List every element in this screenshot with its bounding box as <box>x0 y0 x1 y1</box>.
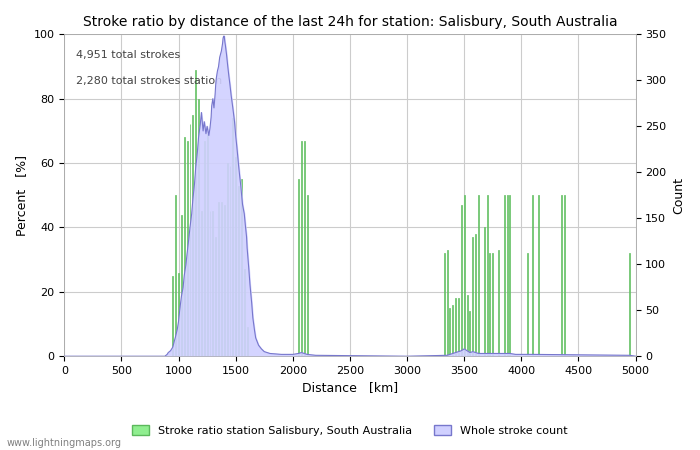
Bar <box>209 212 211 356</box>
Bar <box>175 195 176 356</box>
Bar <box>235 157 236 356</box>
Bar <box>218 202 219 356</box>
Bar <box>206 134 208 356</box>
Bar <box>486 195 487 356</box>
Bar <box>629 253 630 356</box>
Bar <box>195 70 196 356</box>
Bar <box>467 295 468 356</box>
Bar <box>507 195 508 356</box>
Text: 4,951 total strokes: 4,951 total strokes <box>76 50 180 60</box>
Bar <box>181 215 182 356</box>
Bar <box>238 185 239 356</box>
Y-axis label: Percent   [%]: Percent [%] <box>15 155 28 236</box>
Bar <box>458 298 459 356</box>
Bar <box>172 276 174 356</box>
Bar <box>455 298 456 356</box>
Bar <box>215 237 216 356</box>
Bar <box>212 212 214 356</box>
Bar <box>227 163 228 356</box>
Title: Stroke ratio by distance of the last 24h for station: Salisbury, South Australia: Stroke ratio by distance of the last 24h… <box>83 15 617 29</box>
Bar <box>232 118 233 356</box>
Bar <box>201 212 202 356</box>
Text: 2,280 total strokes station: 2,280 total strokes station <box>76 76 222 86</box>
Bar <box>489 253 491 356</box>
Bar <box>187 140 188 356</box>
Bar <box>538 195 539 356</box>
Bar <box>452 305 453 356</box>
Bar <box>224 205 225 356</box>
Bar <box>298 179 299 356</box>
Bar <box>449 308 450 356</box>
Bar <box>526 253 528 356</box>
Text: www.lightningmaps.org: www.lightningmaps.org <box>7 438 122 448</box>
Bar <box>301 140 302 356</box>
Bar <box>498 250 499 356</box>
Bar <box>178 273 179 356</box>
Bar <box>244 269 245 356</box>
Bar <box>461 205 462 356</box>
Bar <box>532 195 533 356</box>
Bar <box>184 137 185 356</box>
Bar <box>221 202 222 356</box>
Bar <box>475 234 476 356</box>
Bar <box>198 99 199 356</box>
Bar <box>492 253 493 356</box>
Bar <box>246 327 248 356</box>
Legend: Stroke ratio station Salisbury, South Australia, Whole stroke count: Stroke ratio station Salisbury, South Au… <box>128 420 572 440</box>
Bar <box>478 195 479 356</box>
Bar <box>504 195 505 356</box>
Bar <box>561 195 562 356</box>
Bar <box>463 195 465 356</box>
Y-axis label: Count: Count <box>672 177 685 214</box>
X-axis label: Distance   [km]: Distance [km] <box>302 382 398 395</box>
Bar <box>564 195 565 356</box>
